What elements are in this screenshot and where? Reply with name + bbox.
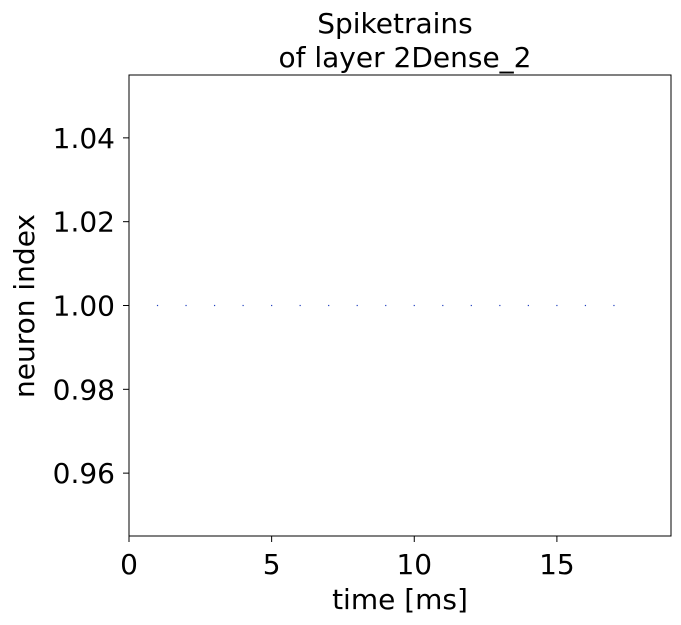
spike-point bbox=[213, 304, 216, 307]
chart-title-line1: Spiketrains bbox=[317, 7, 473, 40]
x-axis-label: time [ms] bbox=[332, 583, 468, 616]
spike-point bbox=[584, 304, 587, 307]
spike-point bbox=[413, 304, 415, 307]
x-axis-ticks: 0 5 10 15 bbox=[120, 536, 575, 581]
plot-frame bbox=[128, 74, 672, 537]
spike-point bbox=[156, 304, 159, 307]
spike-point bbox=[385, 304, 387, 307]
chart-title-line2: of layer 2Dense_2 bbox=[278, 41, 531, 74]
y-tick-label: 0.98 bbox=[53, 373, 115, 406]
y-tick-label: 1.02 bbox=[53, 206, 115, 239]
spike-point bbox=[613, 304, 615, 307]
spike-point bbox=[442, 304, 444, 307]
spike-point bbox=[499, 304, 501, 307]
y-axis-ticks: 0.96 0.98 1.00 1.02 1.04 bbox=[53, 122, 129, 490]
spike-point bbox=[185, 304, 187, 307]
spike-point bbox=[328, 304, 330, 307]
spike-point bbox=[527, 304, 529, 307]
x-tick-label: 15 bbox=[539, 548, 575, 581]
spike-point bbox=[271, 304, 273, 307]
x-tick-label: 0 bbox=[120, 548, 138, 581]
x-tick-label: 10 bbox=[396, 548, 432, 581]
x-tick-label: 5 bbox=[263, 548, 281, 581]
y-tick-label: 0.96 bbox=[53, 457, 115, 490]
spike-point bbox=[470, 304, 472, 307]
y-tick-label: 1.00 bbox=[53, 290, 115, 323]
spike-points bbox=[156, 304, 615, 307]
y-axis-label: neuron index bbox=[8, 214, 41, 398]
spike-point bbox=[356, 304, 358, 307]
plot-area bbox=[128, 74, 672, 537]
spike-point bbox=[299, 304, 301, 307]
spike-point bbox=[556, 304, 558, 307]
spike-point bbox=[242, 304, 244, 307]
y-tick-label: 1.04 bbox=[53, 122, 115, 155]
